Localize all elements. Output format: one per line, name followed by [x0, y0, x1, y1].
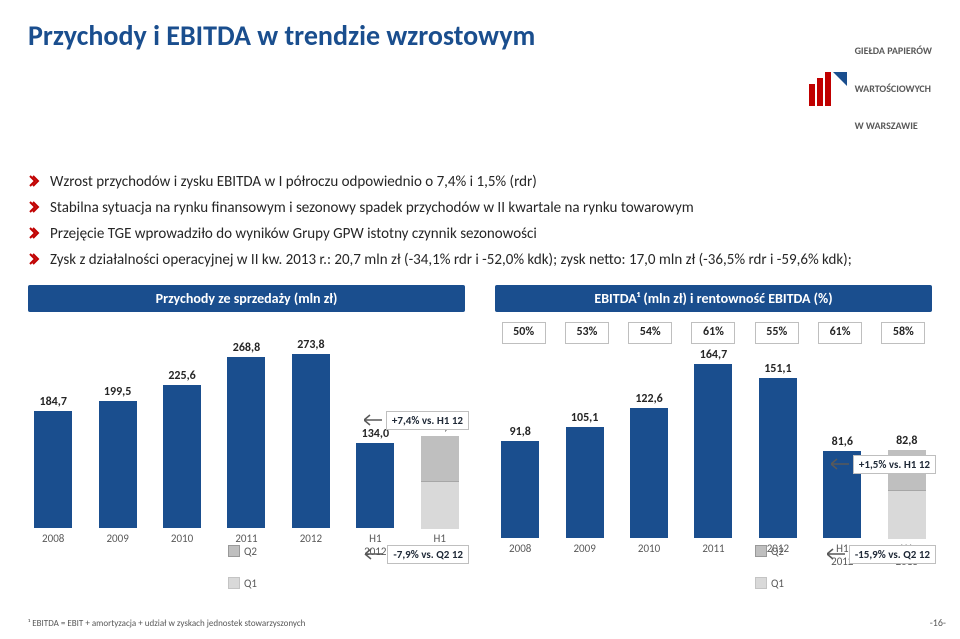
logo-line-3: W WARSZAWIE — [855, 120, 932, 133]
bar-value-label: 82,8 — [896, 434, 917, 448]
bar — [630, 408, 668, 537]
legend-q1-left: Q1 — [228, 577, 257, 590]
bar — [421, 436, 459, 527]
bar — [356, 443, 394, 528]
page-number: -16- — [930, 616, 946, 629]
category-label: 2008 — [28, 532, 78, 558]
bullet-item: Stabilna sytuacja na rynku finansowym i … — [28, 198, 932, 218]
ebitda-margin-label: 50% — [502, 322, 546, 344]
category-label: 2009 — [559, 542, 609, 568]
bar-value-label: 122,6 — [635, 392, 662, 406]
bar-group: 91,8 — [495, 425, 545, 538]
ebitda-margin-label: 55% — [755, 322, 799, 344]
bar-value-label: 184,7 — [40, 395, 67, 409]
bullet-text: Stabilna sytuacja na rynku finansowym i … — [50, 198, 694, 218]
category-label: 2008 — [495, 542, 545, 568]
bar-value-label: 268,8 — [233, 341, 260, 355]
bar — [759, 378, 797, 537]
bar — [227, 357, 265, 527]
bar — [501, 441, 539, 538]
bullet-text: Zysk z działalności operacyjnej w II kw.… — [50, 250, 852, 270]
gpw-logo-icon — [809, 72, 847, 106]
bar — [694, 364, 732, 538]
page-title: Przychody i EBITDA w trendzie wzrostowym — [28, 18, 535, 53]
category-label: 2012 — [286, 532, 336, 558]
legend-q1-right: Q1 — [755, 577, 784, 590]
bar-group: 273,8 — [286, 338, 336, 527]
bar-group: 268,8 — [221, 341, 271, 527]
ebitda-margin-label: 54% — [628, 322, 672, 344]
bar-group: 164,7 — [688, 348, 738, 538]
revenue-chart: Przychody ze sprzedaży (mln zł) 184,7 199… — [28, 285, 465, 568]
bullet-item: Wzrost przychodów i zysku EBITDA w I pół… — [28, 172, 932, 192]
bar-group: 199,5 — [92, 385, 142, 527]
logo-line-1: GIEŁDA PAPIERÓW — [855, 45, 932, 58]
bar-group: 134,0 — [350, 427, 400, 528]
bar-group: 143,9 — [415, 420, 465, 527]
bar-group: 81,6 — [817, 435, 867, 537]
bar — [34, 411, 72, 528]
bar-value-label: 225,6 — [168, 369, 195, 383]
bullet-text: Przejęcie TGE wprowadziło do wyników Gru… — [50, 224, 537, 244]
category-label: 2009 — [92, 532, 142, 558]
category-label: 2010 — [157, 532, 207, 558]
bullet-item: Przejęcie TGE wprowadziło do wyników Gru… — [28, 224, 932, 244]
bar-group: 122,6 — [624, 392, 674, 537]
bar-value-label: 199,5 — [104, 385, 131, 399]
bar-group: 105,1 — [559, 411, 609, 538]
legend-q2-right: Q2 — [755, 545, 784, 558]
category-label: 2011 — [688, 542, 738, 568]
callout-h1-change-left: +7,4% vs. H1 12 — [364, 411, 469, 430]
callout-q2-change-left: -7,9% vs. Q2 12 — [365, 545, 469, 564]
ebitda-chart: EBITDA¹ (mln zł) i rentowność EBITDA (%)… — [495, 285, 932, 568]
bar-value-label: 151,1 — [764, 362, 791, 376]
bar — [292, 354, 330, 527]
legend-q2-left: Q2 — [228, 545, 257, 558]
chart-title-right: EBITDA¹ (mln zł) i rentowność EBITDA (%) — [495, 285, 932, 312]
category-label: 2010 — [624, 542, 674, 568]
ebitda-margin-label: 53% — [565, 322, 609, 344]
bar — [566, 427, 604, 538]
bar-group: 225,6 — [157, 369, 207, 528]
bar-value-label: 273,8 — [297, 338, 324, 352]
gpw-logo: GIEŁDA PAPIERÓW WARTOŚCIOWYCH W WARSZAWI… — [809, 20, 932, 158]
bar-value-label: 91,8 — [510, 425, 531, 439]
bar-group: 151,1 — [753, 362, 803, 537]
chevron-icon — [28, 201, 40, 213]
bullet-text: Wzrost przychodów i zysku EBITDA w I pół… — [50, 172, 537, 192]
callout-q2-change-right: -15,9% vs. Q2 12 — [827, 545, 936, 564]
ebitda-margin-label: 61% — [691, 322, 735, 344]
ebitda-margin-label: 61% — [818, 322, 862, 344]
chevron-icon — [28, 227, 40, 239]
bar-value-label: 81,6 — [832, 435, 853, 449]
chevron-icon — [28, 175, 40, 187]
bullet-list: Wzrost przychodów i zysku EBITDA w I pół… — [28, 172, 932, 271]
logo-line-2: WARTOŚCIOWYCH — [855, 83, 932, 96]
bar-value-label: 164,7 — [700, 348, 727, 362]
bar — [99, 401, 137, 527]
chevron-icon — [28, 253, 40, 265]
footnote: ¹ EBITDA = EBIT + amortyzacja + udział w… — [28, 618, 305, 629]
bar-group: 184,7 — [28, 395, 78, 528]
bar — [163, 385, 201, 528]
ebitda-margin-label: 58% — [881, 322, 925, 344]
chart-title-left: Przychody ze sprzedaży (mln zł) — [28, 285, 465, 312]
bar-value-label: 105,1 — [571, 411, 598, 425]
callout-h1-change-right: +1,5% vs. H1 12 — [831, 455, 936, 474]
bar-group: 82,8 — [882, 434, 932, 537]
bullet-item: Zysk z działalności operacyjnej w II kw.… — [28, 250, 932, 270]
